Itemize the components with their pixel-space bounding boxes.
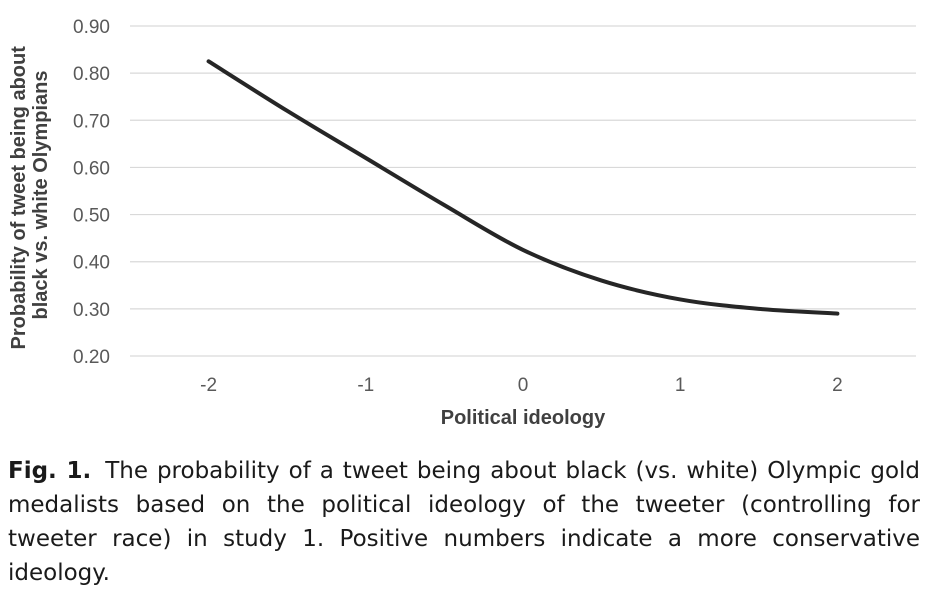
y-tick-label: 0.40 bbox=[73, 253, 110, 274]
figure-label: Fig. 1. bbox=[8, 458, 92, 484]
gridlines bbox=[130, 25, 916, 357]
y-tick-label: 0.90 bbox=[73, 17, 110, 38]
line-chart: 0.20 0.30 0.40 0.50 0.60 0.70 0.80 0.90 -2 -1 0 1 2… bbox=[8, 17, 916, 429]
y-tick-labels: 0.20 0.30 0.40 0.50 0.60 0.70 0.80 0.90 bbox=[73, 17, 110, 368]
x-tick-label: -2 bbox=[200, 375, 217, 396]
y-tick-label: 0.70 bbox=[73, 111, 110, 132]
y-axis-title: Probability of tweet being about black v… bbox=[8, 41, 52, 350]
figure-caption: Fig. 1. The probability of a tweet being … bbox=[8, 454, 920, 590]
x-tick-label: -1 bbox=[357, 375, 374, 396]
x-axis-title: Political ideology bbox=[441, 407, 606, 429]
x-tick-label: 1 bbox=[675, 375, 686, 396]
y-tick-label: 0.80 bbox=[73, 64, 110, 85]
y-tick-label: 0.20 bbox=[73, 347, 110, 368]
y-axis-title-line-2: black vs. white Olympians bbox=[30, 71, 52, 320]
caption-text: The probability of a tweet being about b… bbox=[8, 458, 921, 586]
y-axis-title-line-1: Probability of tweet being about bbox=[8, 46, 30, 350]
y-tick-label: 0.60 bbox=[73, 158, 110, 179]
series-line bbox=[206, 59, 840, 316]
y-tick-label: 0.30 bbox=[73, 300, 110, 321]
y-tick-label: 0.50 bbox=[73, 206, 110, 227]
x-tick-labels: -2 -1 0 1 2 bbox=[200, 375, 843, 396]
x-tick-label: 0 bbox=[518, 375, 529, 396]
x-tick-label: 2 bbox=[832, 375, 843, 396]
